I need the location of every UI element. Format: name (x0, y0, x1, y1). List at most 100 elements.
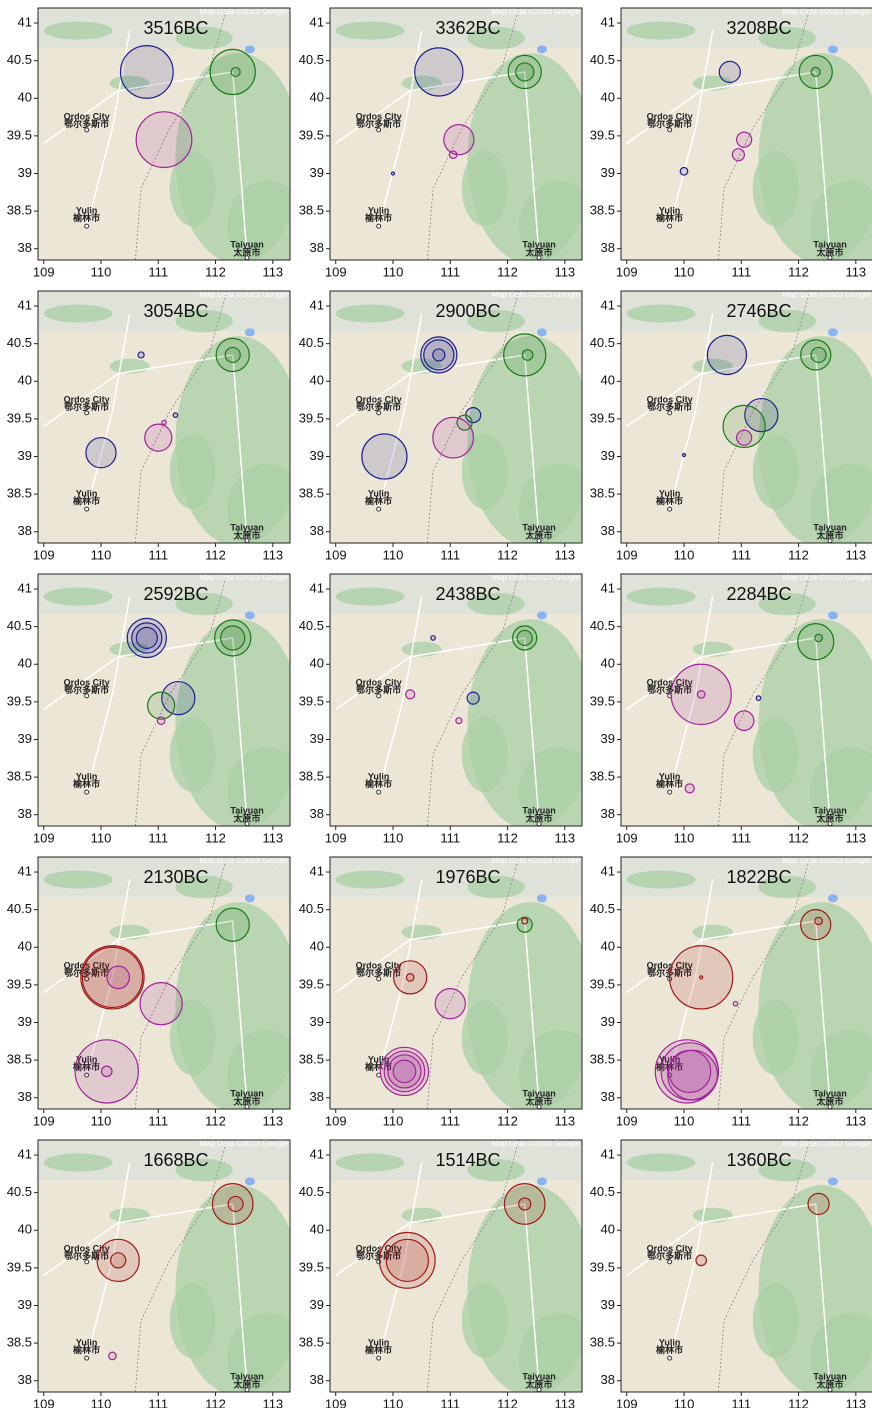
bubble (719, 61, 740, 82)
bubble (228, 1196, 243, 1211)
y-tick-label: 41 (18, 863, 32, 878)
place-dot (828, 1388, 832, 1392)
map-forest (44, 305, 113, 323)
map-panel: Ordos City鄂尔多斯市Yulin榆林市Taiyuan太原市Map Dat… (299, 1139, 599, 1408)
bubble (811, 347, 826, 362)
x-tick-label: 113 (554, 547, 575, 562)
bubble (148, 692, 175, 719)
y-tick-label: 39 (310, 1297, 324, 1312)
map-forest (753, 434, 799, 509)
x-tick-label: 110 (383, 1396, 404, 1408)
y-tick-label: 40.5 (590, 52, 615, 67)
place-dot (85, 694, 89, 698)
place-dot (377, 694, 381, 698)
x-tick-label: 110 (674, 1396, 695, 1408)
y-tick-label: 41 (18, 580, 32, 595)
y-tick-label: 40 (18, 373, 32, 388)
bubble (522, 918, 528, 924)
y-tick-label: 38.5 (590, 1052, 615, 1067)
map-forest (627, 871, 696, 889)
y-tick-label: 39.5 (590, 976, 615, 991)
place-dot (668, 1260, 672, 1264)
bubble (86, 438, 116, 468)
place-dot (85, 1356, 89, 1360)
y-tick-label: 40.5 (299, 618, 324, 633)
place-label: 榆林市 (365, 778, 392, 789)
bubble (393, 1060, 416, 1083)
place-label: 榆林市 (73, 1344, 100, 1355)
place-dot (668, 411, 672, 415)
x-tick-label: 113 (262, 1396, 283, 1408)
bubble (391, 172, 394, 175)
place-dot (245, 822, 249, 826)
x-tick-label: 109 (325, 264, 347, 279)
map-forest (170, 434, 216, 509)
y-tick-label: 41 (601, 1146, 615, 1161)
map-background: Ordos City鄂尔多斯市Yulin榆林市Taiyuan太原市Map Dat… (38, 573, 307, 837)
x-tick-label: 110 (674, 547, 695, 562)
x-tick-label: 109 (325, 830, 347, 845)
bubble (669, 1050, 711, 1092)
chart-title: 2900BC (435, 301, 500, 321)
bubble (801, 910, 831, 940)
bubble (811, 67, 820, 76)
map-panel: Ordos City鄂尔多斯市Yulin榆林市Taiyuan太原市Map Dat… (590, 856, 872, 1128)
y-tick-label: 40 (310, 373, 324, 388)
y-tick-label: 40.5 (590, 1184, 615, 1199)
map-background: Ordos City鄂尔多斯市Yulin榆林市Taiyuan太原市Map Dat… (330, 290, 599, 554)
y-tick-label: 40 (310, 1222, 324, 1237)
map-lake (537, 1177, 547, 1185)
place-dot (85, 1260, 89, 1264)
y-tick-label: 38.5 (299, 1052, 324, 1067)
x-tick-label: 110 (91, 1113, 112, 1128)
map-forest (336, 305, 405, 323)
bubble (449, 151, 457, 159)
y-tick-label: 38 (18, 1089, 32, 1104)
y-tick-label: 41 (18, 1146, 32, 1161)
bubble (696, 1255, 707, 1266)
y-tick-label: 39.5 (7, 693, 32, 708)
place-label: 榆林市 (365, 495, 392, 506)
map-forest (462, 717, 508, 792)
map-forest (227, 181, 307, 271)
bubble (111, 1253, 126, 1268)
y-tick-label: 39 (18, 448, 32, 463)
y-tick-label: 39 (18, 731, 32, 746)
map-lake (537, 894, 547, 902)
bubble (136, 112, 192, 168)
map-forest (462, 151, 508, 226)
x-tick-label: 113 (554, 264, 575, 279)
y-tick-label: 38.5 (299, 486, 324, 501)
map-forest (462, 1283, 508, 1358)
x-tick-label: 113 (845, 830, 866, 845)
bubble (109, 1352, 117, 1360)
map-background: Ordos City鄂尔多斯市Yulin榆林市Taiyuan太原市Map Dat… (330, 7, 599, 271)
y-tick-label: 40 (601, 656, 615, 671)
map-lake (537, 611, 547, 619)
y-tick-label: 40.5 (299, 335, 324, 350)
bubble (815, 634, 823, 642)
y-tick-label: 38.5 (590, 769, 615, 784)
y-tick-label: 39 (18, 165, 32, 180)
chart-title: 1668BC (143, 1150, 208, 1170)
bubble (406, 690, 415, 699)
bubble (815, 917, 823, 925)
bubble (456, 718, 462, 724)
y-tick-label: 40.5 (7, 1184, 32, 1199)
y-tick-label: 38 (601, 806, 615, 821)
map-lake (828, 611, 838, 619)
y-tick-label: 38.5 (299, 203, 324, 218)
x-tick-label: 111 (440, 830, 460, 845)
y-tick-label: 40 (310, 656, 324, 671)
x-tick-label: 113 (554, 1396, 575, 1408)
y-tick-label: 40.5 (299, 901, 324, 916)
map-forest (462, 1000, 508, 1075)
map-forest (336, 588, 405, 606)
place-label: 榆林市 (656, 495, 683, 506)
y-tick-label: 40.5 (7, 618, 32, 633)
bubble (101, 1066, 112, 1077)
bubble (136, 627, 157, 648)
map-background: Ordos City鄂尔多斯市Yulin榆林市Taiyuan太原市Map Dat… (38, 7, 307, 271)
map-background: Ordos City鄂尔多斯市Yulin榆林市Taiyuan太原市Map Dat… (621, 1139, 872, 1403)
